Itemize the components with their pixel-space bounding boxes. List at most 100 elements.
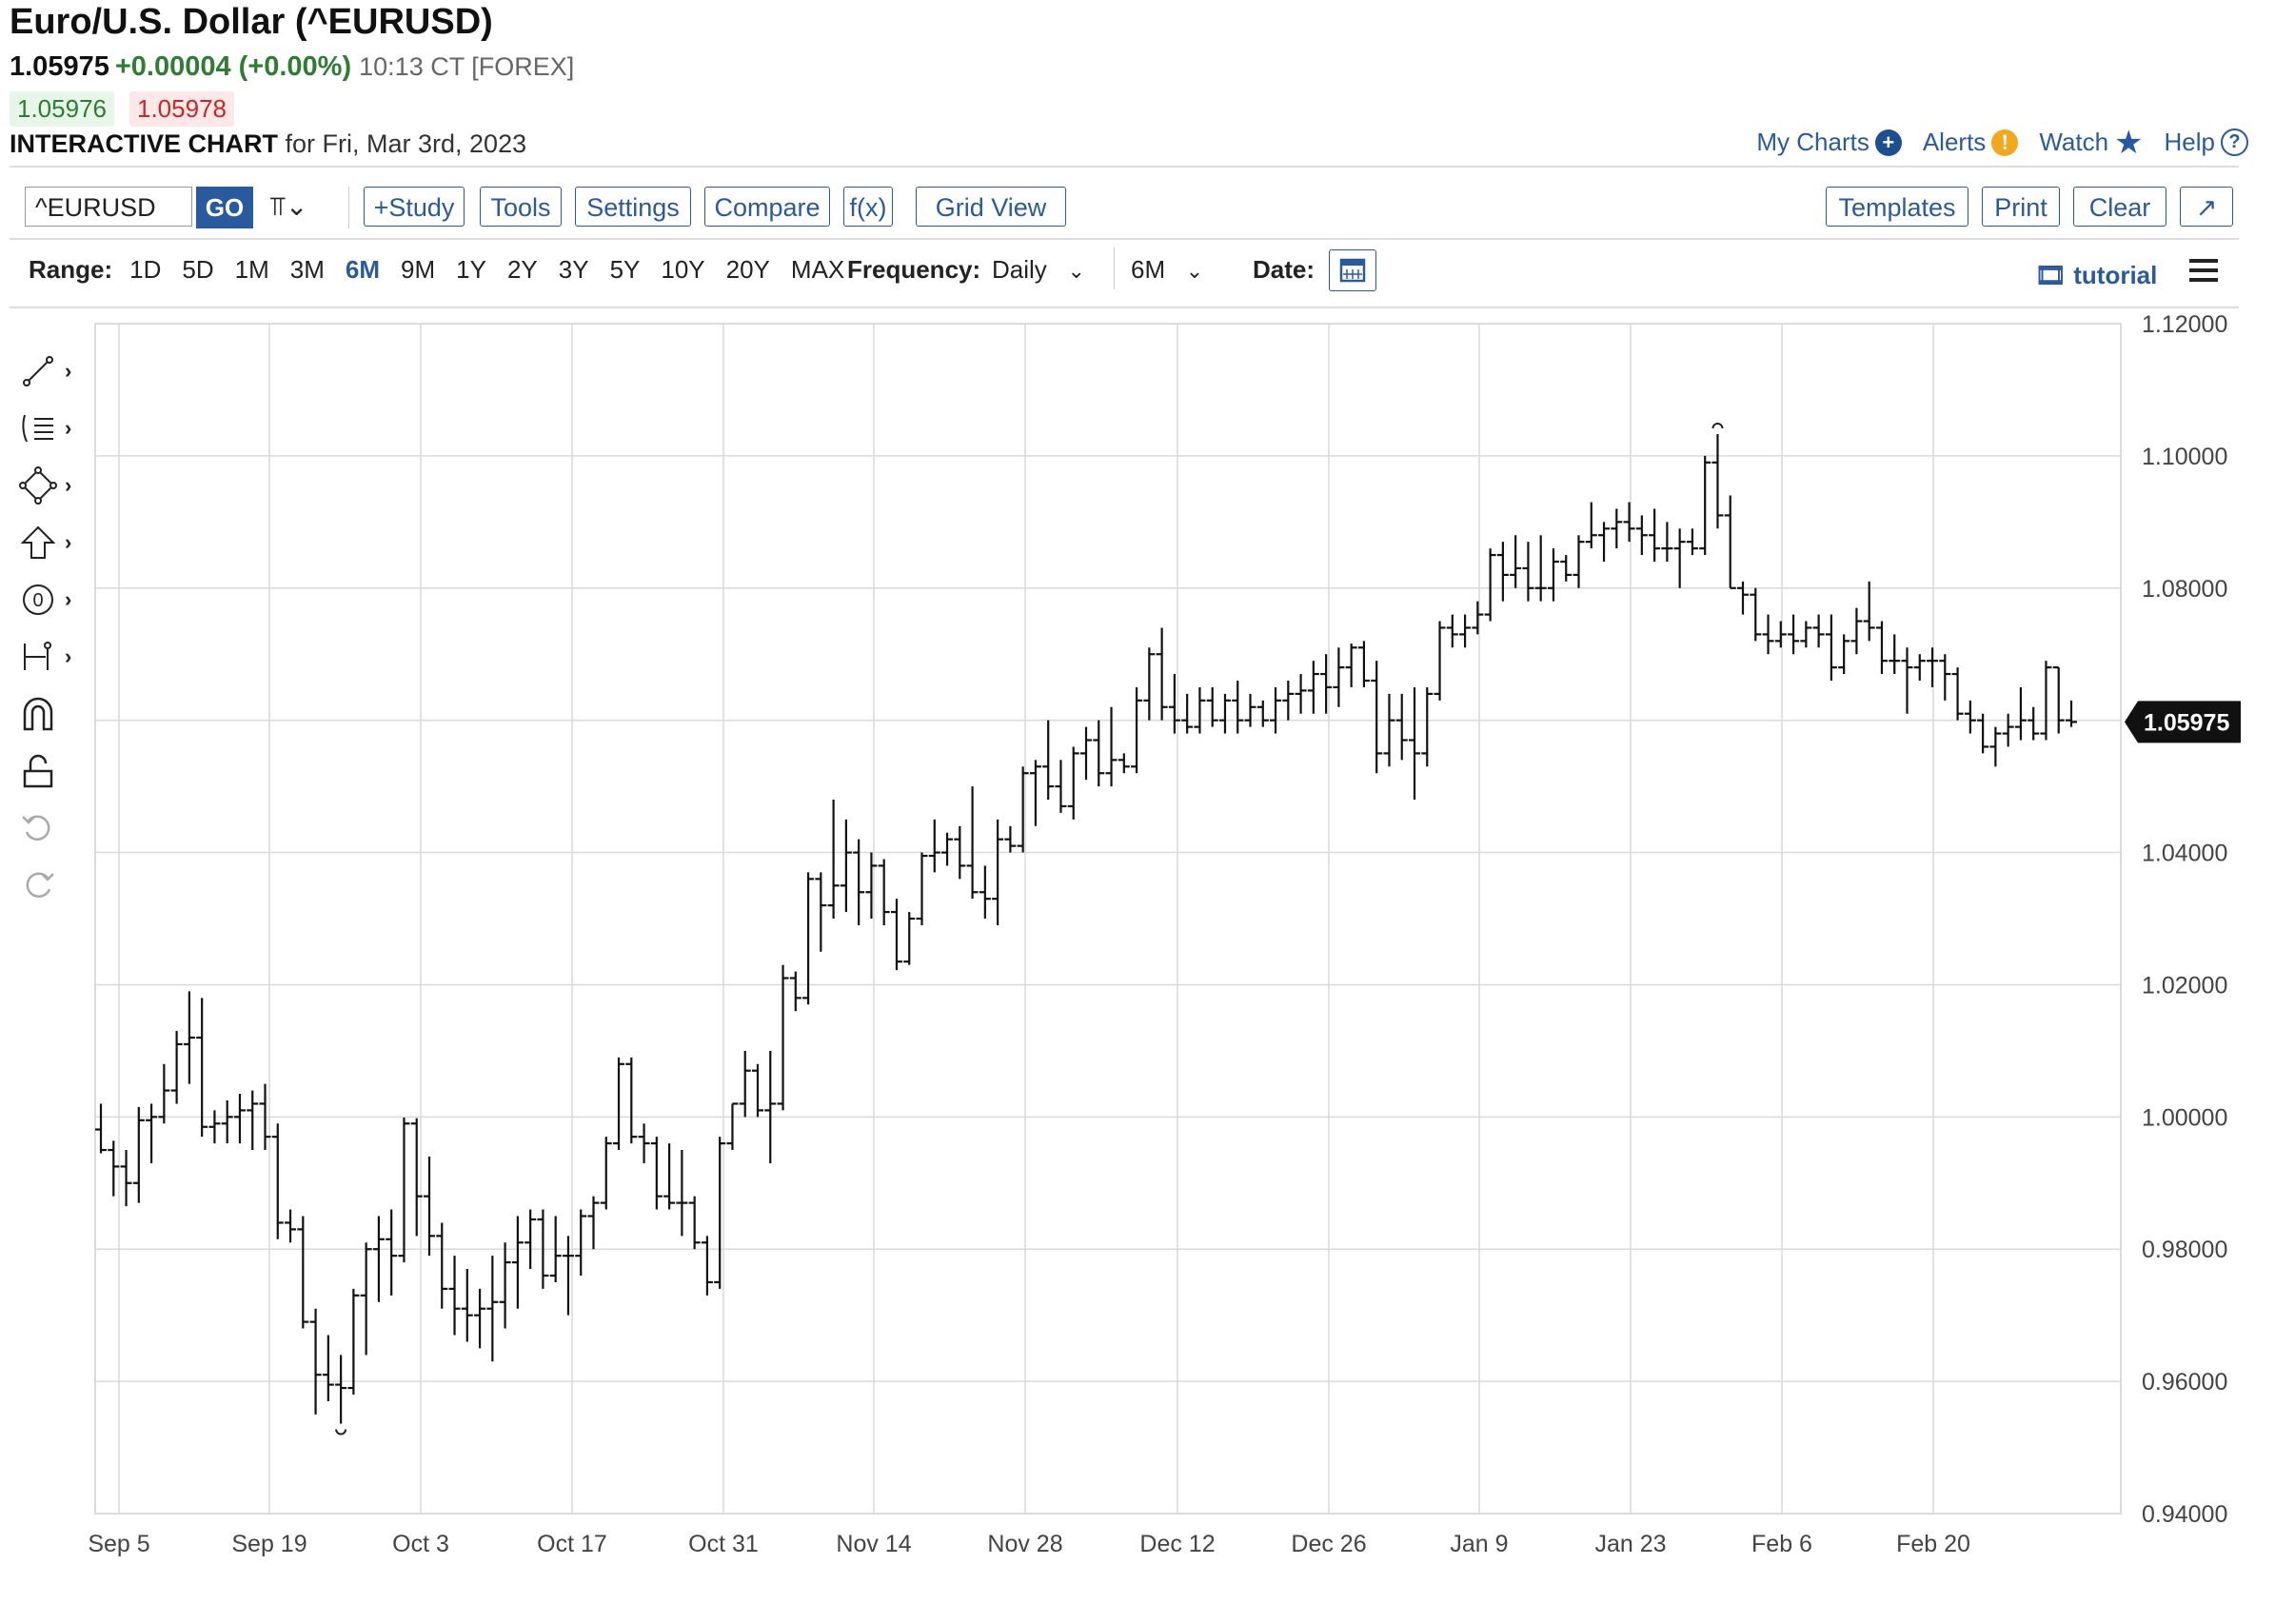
ohlc-bar [1788, 614, 1800, 655]
top-links: My Charts + Alerts! Watch ★ Help? [1756, 127, 2248, 159]
fx-button[interactable]: f(x) [843, 187, 893, 227]
ohlc-bar [1699, 455, 1711, 556]
range-label: Range: [29, 255, 113, 284]
ohlc-bar [170, 1031, 183, 1104]
magnet-tool[interactable] [17, 685, 84, 743]
ohlc-bar [436, 1222, 448, 1309]
tutorial-link[interactable]: 🎞 tutorial [2035, 261, 2157, 290]
range-5y[interactable]: 5Y [609, 255, 641, 284]
tools-button[interactable]: Tools [480, 187, 562, 227]
ohlc-bar [613, 1057, 625, 1151]
templates-button[interactable]: Templates [1826, 187, 1968, 227]
ohlc-bar [2002, 713, 2014, 747]
ohlc-bar [1004, 825, 1017, 853]
chevron-right-icon: › [65, 359, 72, 383]
x-tick-label: Dec 26 [1291, 1531, 1366, 1557]
x-tick-label: Nov 14 [836, 1531, 911, 1557]
ohlc-bar [524, 1209, 537, 1270]
redo-icon [26, 872, 54, 898]
label-tool-icon: 0 [23, 584, 53, 615]
range-20y[interactable]: 20Y [725, 255, 770, 284]
ohlc-bar [1409, 686, 1420, 800]
ohlc-bar [1244, 693, 1256, 727]
help-link[interactable]: Help? [2165, 128, 2248, 157]
ohlc-bar [650, 1137, 663, 1210]
frequency-select[interactable]: Daily ⌄ [992, 255, 1085, 285]
range-5d[interactable]: 5D [182, 255, 214, 284]
range-1m[interactable]: 1M [234, 255, 269, 284]
range-1d[interactable]: 1D [129, 255, 162, 284]
ohlc-bar [2028, 706, 2040, 741]
chart-type-icon[interactable]: ⫪⌄ [270, 191, 308, 221]
go-button[interactable]: GO [196, 187, 253, 228]
range-9m[interactable]: 9M [401, 255, 436, 284]
settings-button[interactable]: Settings [575, 187, 691, 227]
my-charts-link[interactable]: My Charts + [1756, 128, 1902, 157]
ohlc-bar [1939, 654, 1951, 701]
range-max[interactable]: MAX [790, 255, 845, 284]
ohlc-bar [424, 1157, 435, 1257]
line-tool[interactable]: › [17, 343, 84, 400]
ohlc-bar [1232, 681, 1244, 734]
range-10y[interactable]: 10Y [661, 255, 705, 284]
ohlc-bar [347, 1288, 360, 1395]
calendar-button[interactable] [1329, 249, 1376, 291]
period-select[interactable]: 6M ⌄ [1131, 255, 1203, 285]
ohlc-bar [890, 899, 902, 971]
range-3y[interactable]: 3Y [558, 255, 589, 284]
calendar-icon [1339, 258, 1366, 283]
undo-tool[interactable] [17, 800, 84, 857]
ohlc-bar [1611, 508, 1623, 549]
redo-tool[interactable] [17, 857, 84, 914]
ohlc-bar [360, 1242, 372, 1356]
watch-link[interactable]: Watch ★ [2039, 127, 2143, 159]
study-button[interactable]: +Study [364, 187, 465, 227]
compare-button[interactable]: Compare [704, 187, 830, 227]
fib-tool[interactable]: › [17, 400, 84, 457]
ohlc-bar [1762, 614, 1774, 655]
clear-button[interactable]: Clear [2073, 187, 2166, 227]
ohlc-bar [1371, 661, 1383, 774]
ohlc-bar [1913, 654, 1926, 681]
range-3m[interactable]: 3M [289, 255, 325, 284]
arrow-tool[interactable]: › [17, 514, 84, 571]
y-tick-label: 1.10000 [2142, 444, 2227, 470]
ohlc-bar [537, 1209, 549, 1289]
ohlc-bar [1875, 621, 1888, 675]
range-selector: Range: 1D 5D 1M 3M 6M 9M 1Y 2Y 3Y 5Y 10Y… [29, 255, 865, 285]
range-1y[interactable]: 1Y [456, 255, 486, 284]
symbol-input[interactable]: ^EURUSD [25, 187, 192, 227]
grid-view-button[interactable]: Grid View [916, 187, 1066, 227]
menu-icon[interactable] [2189, 259, 2218, 287]
measure-tool[interactable]: › [17, 628, 84, 685]
ohlc-bar [1686, 528, 1698, 556]
x-tick-label: Dec 12 [1139, 1531, 1215, 1557]
ohlc-bar [916, 852, 928, 925]
ohlc-bar [1156, 627, 1168, 721]
low-marker [335, 1429, 347, 1436]
x-tick-label: Feb 20 [1896, 1531, 1970, 1557]
y-tick-label: 0.94000 [2142, 1501, 2227, 1528]
lock-tool[interactable] [17, 743, 84, 800]
price-chart[interactable]: 1.120001.100001.080001.060001.040001.020… [0, 305, 2275, 1624]
ohlc-bar [1812, 614, 1825, 648]
ohlc-bar [247, 1090, 259, 1151]
range-6m[interactable]: 6M [345, 255, 380, 284]
ohlc-bar [1067, 746, 1079, 820]
range-2y[interactable]: 2Y [506, 255, 538, 284]
ohlc-bar [1395, 693, 1408, 761]
x-tick-label: Oct 17 [537, 1531, 607, 1557]
ohlc-bar [158, 1063, 170, 1124]
shape-tool[interactable]: › [17, 457, 84, 514]
ohlc-bar [1383, 693, 1395, 767]
x-tick-label: Nov 28 [987, 1531, 1062, 1557]
expand-button[interactable]: ↗ [2180, 187, 2233, 227]
magnet-icon [23, 697, 53, 731]
label-tool[interactable]: 0 › [17, 571, 84, 628]
ohlc-bar [549, 1216, 562, 1282]
alerts-link[interactable]: Alerts! [1923, 128, 2019, 157]
ohlc-bar [1118, 753, 1130, 774]
print-button[interactable]: Print [1982, 187, 2060, 227]
ohlc-bar [1724, 495, 1736, 589]
ohlc-bar [1181, 693, 1194, 734]
